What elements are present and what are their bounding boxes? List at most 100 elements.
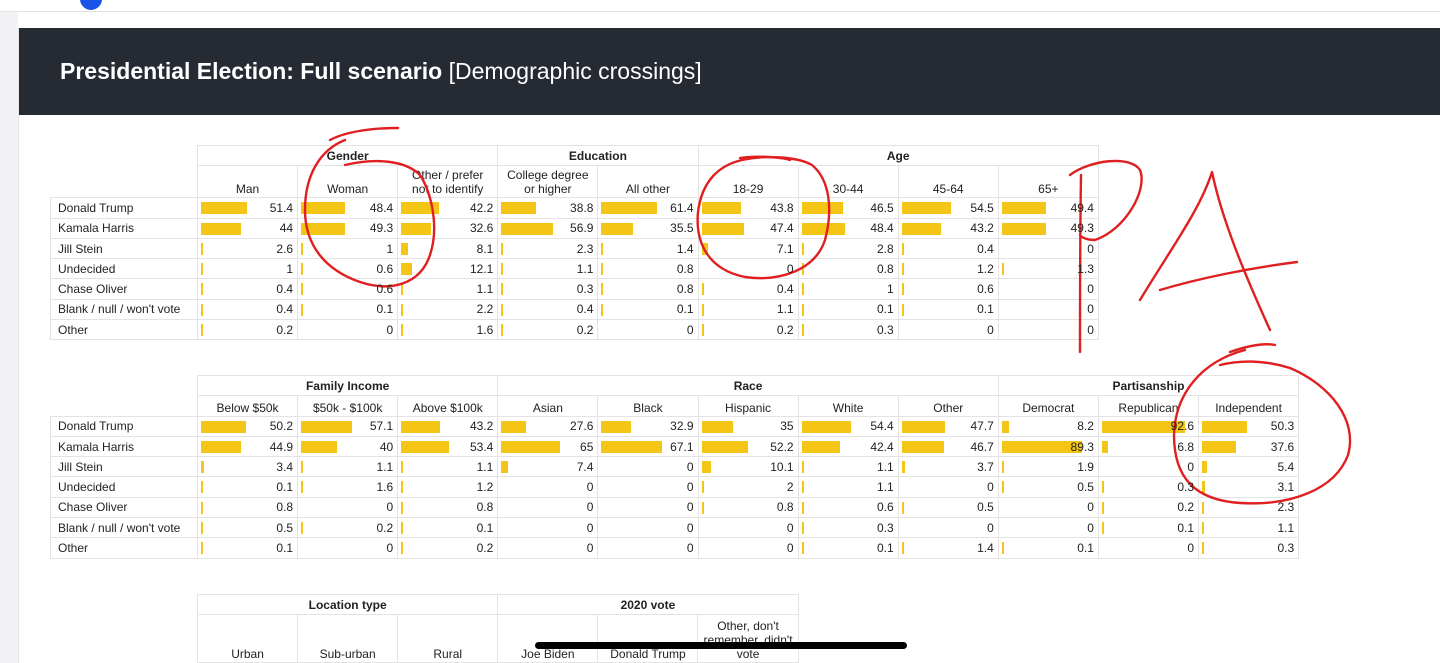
- value-cell: 35.5: [597, 217, 699, 239]
- value-cell: 12.1: [397, 258, 499, 280]
- value-text: 0: [786, 261, 794, 276]
- value-bar: [301, 420, 353, 433]
- row-label: Blank / null / won't vote: [50, 298, 198, 321]
- value-bar: [401, 420, 441, 433]
- value-text: 38.8: [570, 200, 594, 215]
- value-bar: [301, 263, 304, 276]
- value-cell: 0.1: [397, 517, 499, 539]
- value-cell: 2.2: [397, 298, 499, 321]
- value-bar: [901, 222, 941, 235]
- row-label: Undecided: [50, 476, 198, 498]
- value-cell: 0.6: [797, 496, 899, 519]
- col-header-30-44: 30-44: [797, 165, 899, 199]
- value-cell: 0: [697, 537, 799, 559]
- home-indicator-bar[interactable]: [535, 642, 907, 649]
- value-text: 0: [686, 520, 694, 535]
- value-bar: [201, 501, 203, 514]
- col-header-college: College degree or higher: [497, 165, 599, 199]
- value-text: 50.3: [1270, 419, 1295, 434]
- page-title-sub: [Demographic crossings]: [448, 58, 702, 84]
- value-bar: [601, 283, 604, 296]
- value-cell: 0.5: [997, 476, 1099, 498]
- value-bar: [301, 461, 304, 474]
- value-bar: [1001, 542, 1004, 555]
- value-bar: [301, 242, 304, 255]
- value-text: 0.3: [1277, 541, 1295, 556]
- value-bar: [401, 522, 404, 535]
- value-text: 0.1: [476, 520, 494, 535]
- value-bar: [201, 481, 203, 494]
- value-bar: [801, 542, 804, 555]
- value-cell: 47.7: [897, 415, 999, 437]
- value-text: 1.1: [877, 480, 894, 495]
- value-bar: [601, 440, 662, 453]
- col-header-urban: Urban: [196, 614, 299, 663]
- value-cell: 0.8: [597, 258, 699, 280]
- value-cell: 0.8: [697, 496, 799, 519]
- value-bar: [501, 303, 504, 316]
- value-bar: [801, 303, 804, 316]
- value-cell: 0: [497, 537, 599, 559]
- value-text: 0: [586, 500, 594, 515]
- value-cell: 89.3: [997, 435, 1099, 458]
- crosstab-gender-education-age: Gender Education Age Man Woman Other / p…: [50, 144, 1099, 341]
- value-text: 2.2: [476, 302, 494, 317]
- value-text: 0: [987, 480, 994, 495]
- value-bar: [1001, 440, 1083, 453]
- value-text: 10.1: [770, 459, 794, 474]
- col-header-50k-100k: $50k - $100k: [297, 395, 399, 417]
- value-cell: 0.4: [497, 298, 599, 321]
- value-text: 0.8: [676, 261, 694, 276]
- table-row: Undecided 1 0.6 12.1 1.1 0.8 0 0.8 1.2 1.3: [50, 258, 1099, 280]
- value-text: 1.1: [576, 261, 594, 276]
- value-text: 0.8: [276, 500, 294, 515]
- row-label: Jill Stein: [50, 237, 198, 260]
- value-cell: 0: [997, 517, 1099, 539]
- value-text: 0.4: [276, 282, 294, 297]
- value-cell: 43.2: [397, 415, 499, 437]
- group-header-location-type: Location type: [196, 594, 499, 615]
- value-cell: 0.4: [196, 298, 299, 321]
- value-cell: 1: [797, 278, 899, 300]
- value-text: 44.9: [269, 439, 294, 454]
- value-text: 0.1: [676, 302, 694, 317]
- value-bar: [501, 420, 527, 433]
- value-text: 0.4: [977, 241, 994, 256]
- value-bar: [901, 461, 906, 474]
- value-cell: 0: [597, 319, 699, 341]
- value-bar: [601, 263, 604, 276]
- browser-top-strip: [0, 0, 1440, 12]
- value-bar: [301, 202, 345, 215]
- value-text: 1.2: [476, 480, 494, 495]
- value-text: 0.5: [276, 520, 294, 535]
- value-text: 7.1: [776, 241, 794, 256]
- value-text: 0.3: [877, 520, 894, 535]
- value-bar: [201, 324, 203, 337]
- value-text: 0: [686, 500, 694, 515]
- value-cell: 37.6: [1197, 435, 1300, 458]
- value-bar: [801, 283, 804, 296]
- value-text: 1.3: [1077, 261, 1094, 276]
- scroll-indicator-dot: [80, 0, 102, 10]
- value-cell: 54.4: [797, 415, 899, 437]
- value-cell: 2.3: [1197, 496, 1300, 519]
- value-bar: [1202, 420, 1248, 433]
- crosstab-income-race-partisanship: Family Income Race Partisanship Below $5…: [50, 374, 1300, 559]
- value-cell: 0: [997, 278, 1099, 300]
- value-bar: [601, 242, 604, 255]
- group-header-2020-vote: 2020 vote: [497, 594, 799, 615]
- value-text: 0.6: [376, 282, 394, 297]
- value-bar: [401, 283, 404, 296]
- value-text: 0.5: [977, 500, 994, 515]
- value-bar: [1202, 501, 1205, 514]
- table-row: Kamala Harris 44 49.3 32.6 56.9 35.5 47.4 48.4 4…: [50, 217, 1099, 239]
- value-cell: 3.4: [196, 456, 299, 478]
- value-cell: 0.3: [1097, 476, 1200, 498]
- value-text: 0.2: [776, 322, 794, 337]
- value-cell: 1.3: [997, 258, 1099, 280]
- value-cell: 7.4: [497, 456, 599, 478]
- col-header-republican: Republican: [1097, 395, 1200, 417]
- value-text: 54.4: [870, 419, 894, 434]
- value-cell: 0: [297, 496, 399, 519]
- value-bar: [801, 420, 851, 433]
